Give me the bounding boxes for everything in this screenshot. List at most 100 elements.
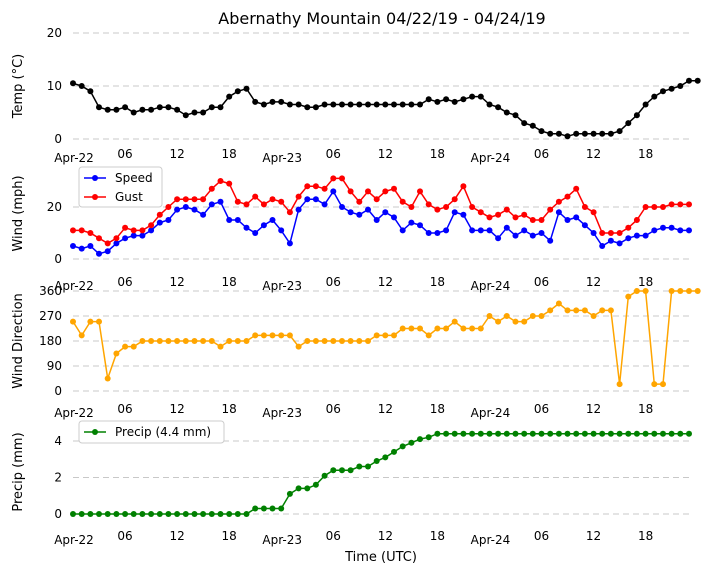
data-point bbox=[477, 93, 484, 100]
data-point bbox=[590, 230, 597, 236]
x-tick-label: Apr-23 bbox=[262, 406, 302, 420]
data-point bbox=[469, 227, 476, 234]
data-point bbox=[122, 224, 129, 231]
data-point bbox=[477, 227, 484, 234]
series-line bbox=[72, 189, 689, 255]
y-tick-label: 90 bbox=[47, 359, 62, 373]
x-tick-label: 06 bbox=[117, 529, 132, 543]
data-point bbox=[660, 381, 666, 388]
x-tick-label: Apr-22 bbox=[54, 406, 94, 420]
y-tick-label: 4 bbox=[54, 434, 62, 448]
data-point bbox=[78, 245, 85, 252]
data-point bbox=[200, 109, 207, 116]
legend-marker bbox=[92, 175, 98, 181]
data-point bbox=[139, 227, 146, 234]
data-point bbox=[295, 193, 302, 200]
data-point bbox=[564, 193, 571, 200]
data-point bbox=[87, 511, 94, 517]
data-point bbox=[607, 430, 614, 437]
data-point bbox=[234, 198, 241, 205]
x-tick-label: 06 bbox=[117, 402, 132, 416]
y-tick-label: 270 bbox=[39, 309, 62, 323]
x-tick-label: 12 bbox=[169, 402, 184, 416]
data-point bbox=[573, 130, 580, 137]
data-point bbox=[243, 201, 250, 208]
data-point bbox=[547, 430, 554, 437]
data-point bbox=[529, 217, 536, 223]
data-point bbox=[495, 104, 502, 111]
data-point bbox=[87, 230, 94, 236]
data-point bbox=[148, 338, 155, 344]
x-tick-label: Apr-22 bbox=[54, 151, 94, 165]
data-point bbox=[252, 505, 259, 512]
data-point bbox=[260, 505, 267, 512]
y-axis-label: Precip (mm) bbox=[11, 432, 26, 511]
data-point bbox=[208, 201, 215, 208]
data-point bbox=[443, 227, 450, 234]
data-point bbox=[234, 88, 241, 95]
data-point bbox=[243, 85, 250, 92]
data-point bbox=[477, 209, 484, 216]
data-point bbox=[625, 120, 632, 127]
data-point bbox=[495, 235, 502, 242]
data-point bbox=[356, 101, 363, 108]
data-point bbox=[286, 240, 293, 247]
data-point bbox=[538, 230, 545, 236]
data-point bbox=[96, 318, 102, 325]
data-point bbox=[694, 288, 701, 294]
data-point bbox=[78, 227, 85, 234]
legend-marker bbox=[92, 194, 98, 200]
data-point bbox=[607, 230, 614, 236]
x-tick-label: 18 bbox=[430, 529, 445, 543]
data-point bbox=[278, 332, 285, 339]
data-point bbox=[581, 222, 588, 229]
data-point bbox=[156, 511, 163, 517]
data-point bbox=[564, 307, 571, 314]
legend-box bbox=[78, 420, 225, 444]
data-point bbox=[174, 511, 181, 517]
data-point bbox=[226, 217, 233, 223]
data-point bbox=[607, 237, 614, 244]
data-point bbox=[321, 101, 328, 108]
data-point bbox=[590, 430, 597, 437]
data-point bbox=[304, 485, 311, 492]
data-point bbox=[130, 109, 137, 116]
x-tick-label: 18 bbox=[430, 275, 445, 289]
legend-label: Precip (4.4 mm) bbox=[115, 425, 211, 439]
data-point bbox=[581, 204, 588, 210]
data-point bbox=[391, 214, 397, 221]
data-point bbox=[286, 332, 293, 339]
data-point bbox=[165, 338, 172, 344]
x-tick-label: 18 bbox=[638, 529, 653, 543]
x-tick-label: 12 bbox=[378, 147, 393, 161]
y-tick-label: 20 bbox=[47, 200, 62, 214]
data-point bbox=[174, 196, 181, 203]
data-point bbox=[590, 313, 597, 319]
y-axis-label: Temp (°C) bbox=[11, 54, 26, 120]
x-tick-label: 06 bbox=[534, 402, 549, 416]
data-point bbox=[217, 178, 224, 184]
data-point bbox=[460, 430, 467, 437]
data-point bbox=[642, 101, 649, 108]
panel-3: 0 90 180 270 360 Apr-22 06 12 18 Apr-23 06 12 18 Apr-… bbox=[11, 284, 701, 420]
data-point bbox=[260, 101, 267, 108]
data-point bbox=[304, 104, 311, 111]
data-point bbox=[434, 206, 441, 213]
x-tick-label: 18 bbox=[430, 402, 445, 416]
data-point bbox=[425, 230, 432, 236]
data-point bbox=[339, 338, 345, 344]
data-point bbox=[339, 467, 345, 474]
data-point bbox=[503, 430, 510, 437]
y-tick-label: 180 bbox=[39, 334, 62, 348]
data-point bbox=[347, 188, 354, 195]
data-point bbox=[217, 511, 224, 517]
legend-marker bbox=[92, 429, 98, 435]
data-point bbox=[616, 230, 623, 236]
data-point bbox=[217, 343, 224, 350]
data-point bbox=[599, 243, 606, 249]
data-point bbox=[512, 430, 519, 437]
data-point bbox=[70, 318, 76, 325]
data-point bbox=[633, 217, 640, 223]
data-point bbox=[538, 313, 545, 319]
chart-title: Abernathy Mountain 04/22/19 - 04/24/19 bbox=[218, 9, 545, 28]
